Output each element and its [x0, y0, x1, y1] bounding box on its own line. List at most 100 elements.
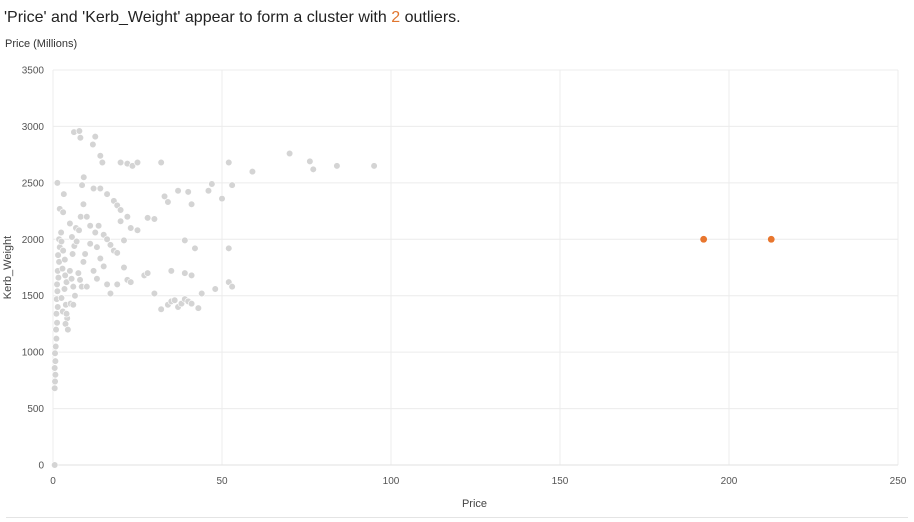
cluster-point: [191, 244, 199, 252]
cluster-point: [52, 342, 60, 351]
cluster-point: [64, 325, 72, 334]
cluster-point: [53, 179, 61, 187]
cluster-points: [51, 127, 378, 469]
y-tick-label: 3500: [22, 66, 45, 77]
cluster-point: [113, 249, 121, 257]
cluster-point: [116, 206, 125, 214]
cluster-point: [51, 357, 59, 365]
chart-headline: 'Price' and 'Kerb_Weight' appear to form…: [4, 9, 461, 27]
cluster-point: [150, 215, 158, 223]
x-tick-label: 150: [552, 476, 569, 487]
cluster-point: [127, 278, 135, 286]
cluster-point: [116, 217, 125, 225]
cluster-point: [93, 275, 101, 283]
cluster-point: [59, 208, 67, 216]
cluster-point: [113, 280, 121, 289]
cluster-point: [103, 190, 111, 198]
x-tick-label: 200: [721, 476, 738, 487]
cluster-point: [61, 256, 69, 264]
cluster-point: [66, 219, 74, 228]
chart-subtitle: Price (Millions): [5, 38, 78, 50]
cluster-point: [167, 267, 175, 275]
cluster-point: [69, 301, 77, 309]
cluster-point: [58, 265, 67, 273]
outlier-point: [700, 235, 708, 243]
cluster-point: [52, 335, 60, 343]
cluster-point: [100, 262, 108, 270]
cluster-point: [71, 292, 79, 300]
cluster-point: [144, 214, 152, 222]
cluster-point: [62, 278, 71, 286]
cluster-point: [106, 241, 115, 249]
x-axis-label: Price: [462, 498, 487, 510]
y-tick-label: 2000: [22, 235, 45, 246]
cluster-point: [54, 303, 62, 311]
cluster-point: [248, 167, 257, 176]
cluster-point: [61, 271, 69, 280]
cluster-point: [76, 134, 84, 142]
cluster-point: [103, 235, 111, 243]
cluster-point: [96, 152, 104, 160]
cluster-point: [187, 271, 196, 280]
cluster-point: [228, 283, 236, 291]
cluster-point: [60, 190, 68, 198]
cluster-point: [89, 140, 97, 149]
cluster-point: [96, 184, 104, 193]
x-tick-label: 50: [216, 476, 228, 487]
cluster-point: [123, 213, 131, 221]
cluster-point: [83, 213, 91, 221]
cluster-point: [59, 246, 67, 255]
y-tick-label: 3000: [22, 122, 45, 133]
cluster-point: [127, 224, 135, 232]
cluster-point: [53, 280, 61, 289]
cluster-point: [208, 180, 216, 188]
cluster-point: [51, 371, 59, 379]
cluster-point: [103, 280, 111, 289]
cluster-point: [91, 228, 99, 237]
cluster-point: [228, 181, 236, 189]
cluster-point: [51, 377, 59, 386]
headline-suffix: outliers.: [400, 9, 461, 26]
cluster-point: [157, 158, 165, 167]
cluster-point: [128, 162, 137, 170]
cluster-point: [57, 237, 66, 246]
cluster-point: [76, 276, 84, 284]
grid-lines: [52, 69, 899, 465]
cluster-point: [75, 226, 83, 234]
cluster-point: [68, 233, 76, 241]
cluster-point: [98, 158, 106, 167]
outlier-count: 2: [391, 9, 401, 26]
cluster-point: [91, 132, 99, 141]
cluster-point: [211, 285, 219, 293]
cluster-point: [286, 149, 294, 158]
y-tick-label: 1500: [22, 291, 45, 302]
cluster-point: [150, 289, 158, 298]
cluster-point: [57, 228, 65, 237]
cluster-point: [52, 310, 60, 318]
y-axis-label: Kerb_Weight: [2, 236, 14, 299]
cluster-point: [194, 304, 202, 312]
cluster-point: [133, 158, 142, 167]
cluster-point: [86, 222, 94, 230]
cluster-point: [80, 173, 88, 181]
cluster-point: [306, 157, 314, 166]
cluster-point: [120, 263, 128, 272]
axes: 0 500 1000 1500 2000 2500 3000 3500 0 50 100 150 200…: [2, 66, 907, 511]
cluster-point: [116, 158, 125, 167]
bottom-divider: [6, 517, 908, 518]
x-tick-label: 100: [383, 476, 400, 487]
cluster-point: [144, 269, 152, 277]
cluster-point: [54, 274, 63, 282]
cluster-point: [204, 187, 213, 195]
cluster-point: [89, 267, 98, 275]
cluster-point: [198, 289, 206, 298]
cluster-point: [93, 243, 101, 251]
cluster-point: [89, 184, 98, 193]
outlier-points: [700, 235, 775, 243]
cluster-point: [181, 269, 189, 277]
outlier-point: [767, 235, 775, 243]
x-tick-label: 250: [890, 476, 907, 487]
cluster-point: [74, 269, 82, 277]
cluster-point: [51, 384, 59, 392]
